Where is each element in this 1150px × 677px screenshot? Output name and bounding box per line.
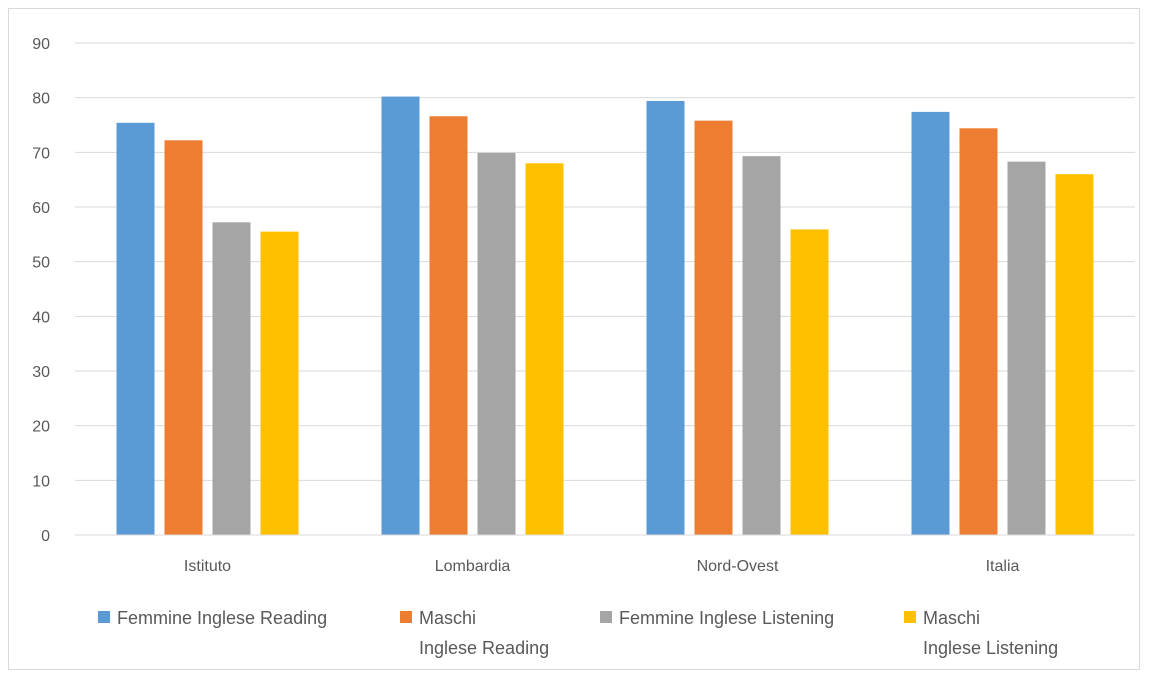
bar <box>911 111 950 535</box>
bar <box>477 152 516 535</box>
x-tick-label: Istituto <box>184 558 231 575</box>
legend-item: Femmine Inglese Reading <box>98 608 327 628</box>
bar <box>429 116 468 536</box>
legend: Femmine Inglese Reading Maschi Inglese Rea… <box>98 608 1058 658</box>
gridlines <box>75 42 1135 481</box>
legend-swatch <box>904 611 916 623</box>
legend-swatch <box>98 611 110 623</box>
legend-label: Femmine Inglese Listening <box>619 608 834 628</box>
bar <box>1055 174 1094 535</box>
legend-label: Inglese Listening <box>923 638 1058 658</box>
bar <box>116 122 155 536</box>
bar <box>525 163 564 535</box>
bar <box>646 100 685 536</box>
legend-item: Femmine Inglese Listening <box>600 608 834 628</box>
bar <box>260 231 299 535</box>
x-tick-label: Lombardia <box>435 558 511 575</box>
y-tick-label: 80 <box>32 91 50 108</box>
x-axis-ticks: Istituto Lombardia Nord-Ovest Italia <box>184 558 1020 575</box>
x-tick-label: Nord-Ovest <box>697 558 779 575</box>
bar <box>381 96 420 535</box>
y-axis-ticks: 0 10 20 30 40 50 60 70 80 90 <box>32 36 50 545</box>
y-tick-label: 60 <box>32 200 50 217</box>
bar <box>742 156 781 535</box>
legend-label: Maschi <box>419 608 476 628</box>
legend-item: Maschi Inglese Listening <box>904 608 1058 658</box>
bar <box>959 128 998 535</box>
y-tick-label: 0 <box>41 528 50 545</box>
legend-swatch <box>600 611 612 623</box>
bar <box>790 229 829 535</box>
bar <box>164 140 203 535</box>
bars <box>116 96 1094 536</box>
y-tick-label: 90 <box>32 36 50 53</box>
bar <box>1007 161 1046 536</box>
y-tick-label: 20 <box>32 419 50 436</box>
bar <box>212 222 251 535</box>
y-tick-label: 40 <box>32 309 50 326</box>
legend-label: Femmine Inglese Reading <box>117 608 327 628</box>
legend-swatch <box>400 611 412 623</box>
legend-label: Maschi <box>923 608 980 628</box>
y-tick-label: 10 <box>32 473 50 490</box>
y-tick-label: 30 <box>32 364 50 381</box>
legend-item: Maschi Inglese Reading <box>400 608 549 658</box>
x-tick-label: Italia <box>986 558 1020 575</box>
y-tick-label: 70 <box>32 145 50 162</box>
y-tick-label: 50 <box>32 255 50 272</box>
bar <box>694 120 733 536</box>
legend-label: Inglese Reading <box>419 638 549 658</box>
